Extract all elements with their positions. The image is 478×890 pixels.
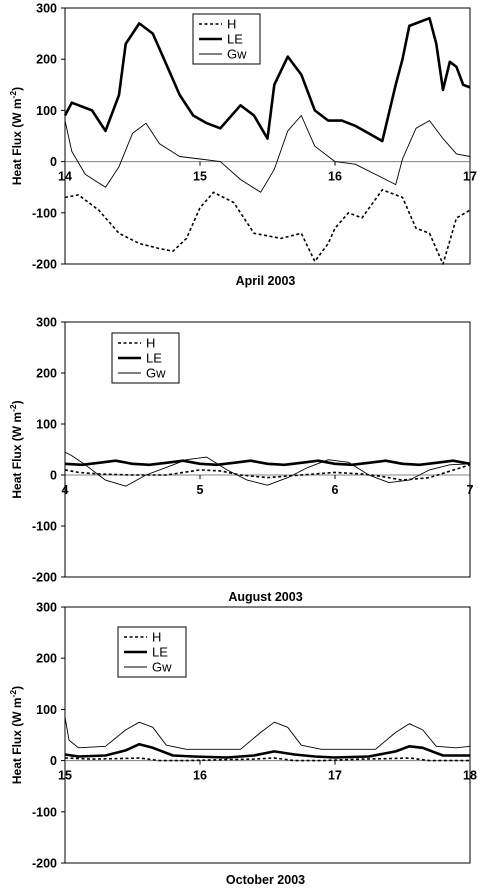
series-line-le bbox=[63, 16, 471, 143]
x-axis-label: October 2003 bbox=[226, 873, 305, 887]
y-axis-label-exponent: -2 bbox=[8, 404, 18, 412]
y-axis-label-text: Heat Flux (W m bbox=[10, 98, 24, 185]
x-tick-label: 16 bbox=[328, 170, 342, 184]
y-axis-label-exponent: -2 bbox=[8, 690, 18, 698]
y-tick-label: 100 bbox=[36, 418, 57, 432]
y-axis-label-close: ) bbox=[10, 87, 24, 91]
legend-label-le: LE bbox=[152, 645, 168, 660]
series-line-le bbox=[64, 742, 470, 759]
y-tick-label: 0 bbox=[50, 754, 57, 768]
x-tick-label: 4 bbox=[62, 483, 69, 497]
y-tick-label: 200 bbox=[36, 367, 57, 381]
x-axis-label: April 2003 bbox=[236, 274, 296, 288]
y-axis-label: Heat Flux (W m-2) bbox=[8, 400, 24, 498]
x-tick-label: 16 bbox=[193, 769, 207, 783]
series-line-gw bbox=[64, 115, 471, 193]
y-tick-label: -100 bbox=[32, 805, 57, 819]
y-tick-label: -100 bbox=[32, 206, 57, 220]
legend-label-h: H bbox=[227, 17, 236, 32]
legend-label-gw: Gw bbox=[152, 660, 172, 675]
y-tick-label: 200 bbox=[36, 53, 57, 67]
y-tick-label: 0 bbox=[50, 155, 57, 169]
y-tick-label: 100 bbox=[36, 703, 57, 717]
series-line-le bbox=[64, 459, 471, 467]
series-line-gw bbox=[64, 717, 471, 750]
y-tick-label: 300 bbox=[36, 601, 57, 615]
series-line-h bbox=[64, 757, 470, 762]
y-tick-label: 300 bbox=[36, 316, 57, 330]
x-tick-label: 6 bbox=[332, 483, 339, 497]
y-tick-label: 100 bbox=[36, 104, 57, 118]
y-axis-label: Heat Flux (W m-2) bbox=[8, 686, 24, 784]
y-tick-label: 0 bbox=[50, 469, 57, 483]
x-tick-label: 7 bbox=[467, 483, 474, 497]
y-tick-label: 200 bbox=[36, 652, 57, 666]
legend-label-gw: Gw bbox=[227, 47, 247, 62]
y-tick-label: -200 bbox=[32, 857, 57, 871]
x-tick-label: 17 bbox=[328, 769, 342, 783]
y-tick-label: -200 bbox=[32, 571, 57, 585]
y-tick-label: 300 bbox=[36, 2, 57, 16]
y-axis-label-close: ) bbox=[10, 400, 24, 404]
x-tick-label: 15 bbox=[193, 170, 207, 184]
legend-label-h: H bbox=[146, 336, 155, 351]
legend-label-gw: Gw bbox=[146, 366, 166, 381]
x-tick-label: 14 bbox=[58, 170, 72, 184]
x-axis-label: August 2003 bbox=[228, 590, 302, 604]
x-tick-label: 5 bbox=[197, 483, 204, 497]
series-line-h bbox=[64, 189, 471, 265]
y-axis-label-exponent: -2 bbox=[8, 91, 18, 99]
y-axis-label-text: Heat Flux (W m bbox=[10, 697, 24, 784]
y-tick-label: -100 bbox=[32, 520, 57, 534]
series-line-gw bbox=[64, 451, 471, 487]
x-tick-label: 17 bbox=[463, 170, 477, 184]
x-tick-label: 15 bbox=[58, 769, 72, 783]
y-axis-label: Heat Flux (W m-2) bbox=[8, 87, 24, 185]
y-axis-label-close: ) bbox=[10, 686, 24, 690]
y-axis-label-text: Heat Flux (W m bbox=[10, 412, 24, 499]
y-tick-label: -200 bbox=[32, 258, 57, 272]
legend-label-le: LE bbox=[227, 32, 243, 47]
legend-label-le: LE bbox=[146, 351, 162, 366]
series-line-h bbox=[64, 464, 471, 481]
legend-label-h: H bbox=[152, 630, 161, 645]
x-tick-label: 18 bbox=[463, 769, 477, 783]
